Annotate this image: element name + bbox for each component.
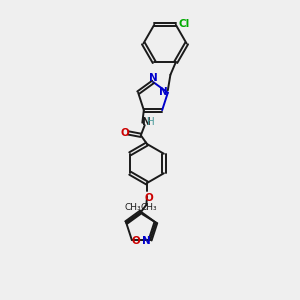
Text: CH₃: CH₃ xyxy=(124,203,141,212)
Text: H: H xyxy=(148,117,155,127)
Text: N: N xyxy=(159,87,168,97)
Text: N: N xyxy=(142,236,150,246)
Text: Cl: Cl xyxy=(178,19,190,28)
Text: O: O xyxy=(121,128,130,138)
Text: CH₃: CH₃ xyxy=(140,203,157,212)
Text: N: N xyxy=(148,73,158,83)
Text: O: O xyxy=(144,193,153,203)
Text: O: O xyxy=(132,236,140,246)
Text: N: N xyxy=(142,117,151,127)
